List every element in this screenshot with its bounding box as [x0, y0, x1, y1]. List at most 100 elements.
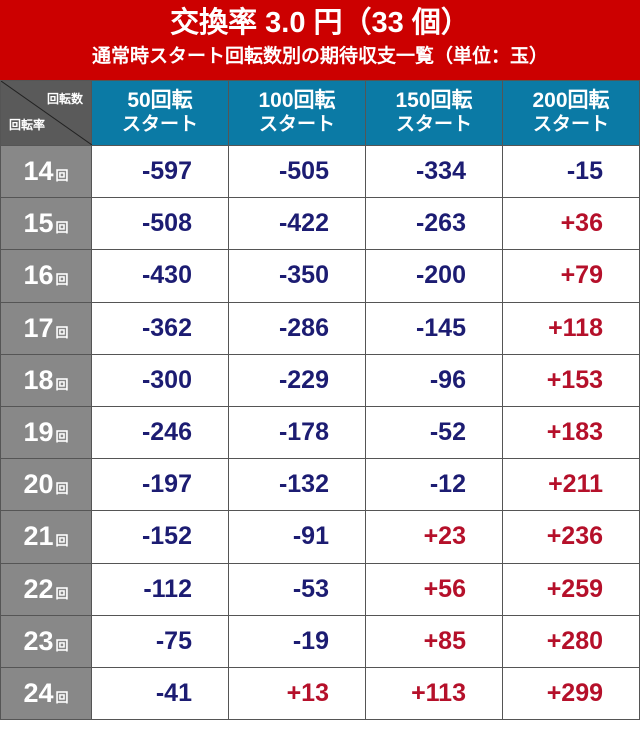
- corner-top-label: 回転数: [46, 92, 83, 106]
- value-cell: -505: [228, 144, 366, 199]
- row-label: 20 回: [0, 458, 92, 512]
- row-label-number: 23: [23, 625, 54, 656]
- column-header: 200回転 スタート: [502, 80, 640, 146]
- column-header-line2: スタート: [532, 114, 609, 135]
- row-label-number: 22: [23, 573, 54, 604]
- column-header-line1: 150回転: [395, 89, 473, 112]
- table-row: 15 回 -508 -422 -263 +36: [0, 197, 640, 251]
- page-subtitle: 通常時スタート回転数別の期待収支一覧（単位：玉）: [91, 46, 548, 67]
- column-header: 150回転 スタート: [365, 80, 503, 146]
- table-row: 14 回 -597 -505 -334 -15: [0, 144, 640, 199]
- value-cell: +56: [365, 562, 503, 616]
- table-row: 21 回 -152 -91 +23 +236: [0, 510, 640, 564]
- table-row: 20 回 -197 -132 -12 +211: [0, 458, 640, 512]
- row-label: 15 回: [0, 197, 92, 251]
- row-label: 21 回: [0, 510, 92, 564]
- row-label-number: 24: [23, 677, 54, 708]
- value-cell: +36: [502, 197, 640, 251]
- row-label-number: 14: [23, 156, 54, 187]
- column-header-line1: 100回転: [258, 89, 336, 112]
- value-cell: +113: [365, 666, 503, 721]
- row-label-unit: 回: [55, 272, 69, 288]
- table-row: 16 回 -430 -350 -200 +79: [0, 249, 640, 303]
- row-label-unit: 回: [55, 481, 69, 497]
- row-label-unit: 回: [55, 168, 69, 184]
- row-label-number: 17: [23, 312, 54, 343]
- row-label-unit: 回: [55, 324, 69, 340]
- row-label-unit: 回: [55, 429, 69, 445]
- table-row: 17 回 -362 -286 -145 +118: [0, 301, 640, 355]
- table-row: 24 回 -41 +13 +113 +299: [0, 666, 640, 721]
- row-label: 18 回: [0, 353, 92, 407]
- value-cell: -112: [91, 562, 229, 616]
- row-label: 24 回: [0, 666, 92, 721]
- value-cell: -132: [228, 458, 366, 512]
- value-cell: +280: [502, 614, 640, 668]
- table-row: 18 回 -300 -229 -96 +153: [0, 353, 640, 407]
- row-label-number: 21: [23, 521, 54, 552]
- row-label-unit: 回: [55, 637, 69, 653]
- value-cell: -263: [365, 197, 503, 251]
- column-header-line1: 50回転: [127, 89, 193, 112]
- row-label-number: 19: [23, 417, 54, 448]
- expected-value-table: 回転数 回転率 50回転 スタート 100回転 スタート 150回転 スタート 200回転ス…: [0, 80, 640, 721]
- corner-header: 回転数 回転率: [0, 80, 92, 146]
- corner-bottom-label: 回転率: [9, 118, 46, 132]
- value-cell: -152: [91, 510, 229, 564]
- value-cell: +13: [228, 666, 366, 721]
- value-cell: -286: [228, 301, 366, 355]
- value-cell: -75: [91, 614, 229, 668]
- table-row: 23 回 -75 -19 +85 +280: [0, 614, 640, 668]
- column-header: 50回転 スタート: [91, 80, 229, 146]
- value-cell: -362: [91, 301, 229, 355]
- value-cell: -300: [91, 353, 229, 407]
- row-label: 19 回: [0, 405, 92, 460]
- row-label-number: 20: [23, 469, 54, 500]
- row-label-number: 16: [23, 260, 54, 291]
- value-cell: +85: [365, 614, 503, 668]
- value-cell: +236: [502, 510, 640, 564]
- value-cell: -96: [365, 353, 503, 407]
- row-label-unit: 回: [55, 585, 69, 601]
- value-cell: +183: [502, 405, 640, 460]
- row-label-number: 18: [23, 364, 54, 395]
- value-cell: +79: [502, 249, 640, 303]
- value-cell: -145: [365, 301, 503, 355]
- value-cell: +23: [365, 510, 503, 564]
- value-cell: -508: [91, 197, 229, 251]
- value-cell: -19: [228, 614, 366, 668]
- column-header-line2: スタート: [258, 114, 335, 135]
- value-cell: +118: [502, 301, 640, 355]
- diagonal-divider: [1, 81, 92, 145]
- value-cell: +211: [502, 458, 640, 512]
- column-header-line2: スタート: [121, 114, 198, 135]
- value-cell: -334: [365, 144, 503, 199]
- value-cell: +153: [502, 353, 640, 407]
- value-cell: -229: [228, 353, 366, 407]
- value-cell: -200: [365, 249, 503, 303]
- row-label-number: 15: [23, 208, 54, 239]
- value-cell: +299: [502, 666, 640, 721]
- row-label-unit: 回: [55, 376, 69, 392]
- value-cell: -15: [502, 144, 640, 199]
- table-row: 19 回 -246 -178 -52 +183: [0, 405, 640, 460]
- value-cell: +259: [502, 562, 640, 616]
- column-header: 100回転 スタート: [228, 80, 366, 146]
- value-cell: -197: [91, 458, 229, 512]
- row-label: 17 回: [0, 301, 92, 355]
- title-banner: 交換率 3.0 円（33 個） 通常時スタート回転数別の期待収支一覧（単位：玉）: [0, 0, 640, 80]
- column-header-line2: スタート: [395, 114, 472, 135]
- value-cell: -52: [365, 405, 503, 460]
- value-cell: -350: [228, 249, 366, 303]
- table-row: 22 回 -112 -53 +56 +259: [0, 562, 640, 616]
- row-label: 22 回: [0, 562, 92, 616]
- row-label: 16 回: [0, 249, 92, 303]
- value-cell: -422: [228, 197, 366, 251]
- row-label-unit: 回: [55, 689, 69, 705]
- value-cell: -430: [91, 249, 229, 303]
- value-cell: -53: [228, 562, 366, 616]
- value-cell: -91: [228, 510, 366, 564]
- value-cell: -41: [91, 666, 229, 721]
- value-cell: -246: [91, 405, 229, 460]
- row-label: 23 回: [0, 614, 92, 668]
